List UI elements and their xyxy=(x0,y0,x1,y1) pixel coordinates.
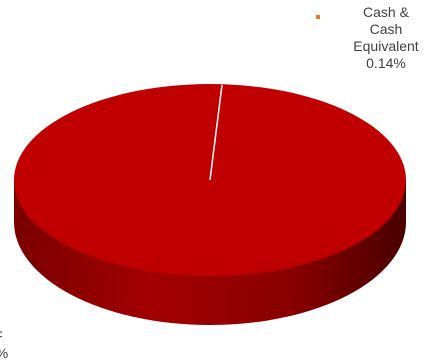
cash-label-line-2: Cash xyxy=(369,21,403,37)
slice-separator xyxy=(209,84,223,181)
cash-slice-bullet xyxy=(316,15,320,19)
cash-label-line-3: Equivalent xyxy=(353,38,419,54)
slice-label-main: F 6% xyxy=(0,328,24,362)
slice-label-cash: Cash & Cash Equivalent 0.14% xyxy=(338,4,434,72)
cash-label-value: 0.14% xyxy=(366,55,406,71)
cash-label-line-1: Cash & xyxy=(363,4,409,20)
main-label-line-1: F xyxy=(0,328,24,345)
main-label-value: 6% xyxy=(0,345,24,362)
